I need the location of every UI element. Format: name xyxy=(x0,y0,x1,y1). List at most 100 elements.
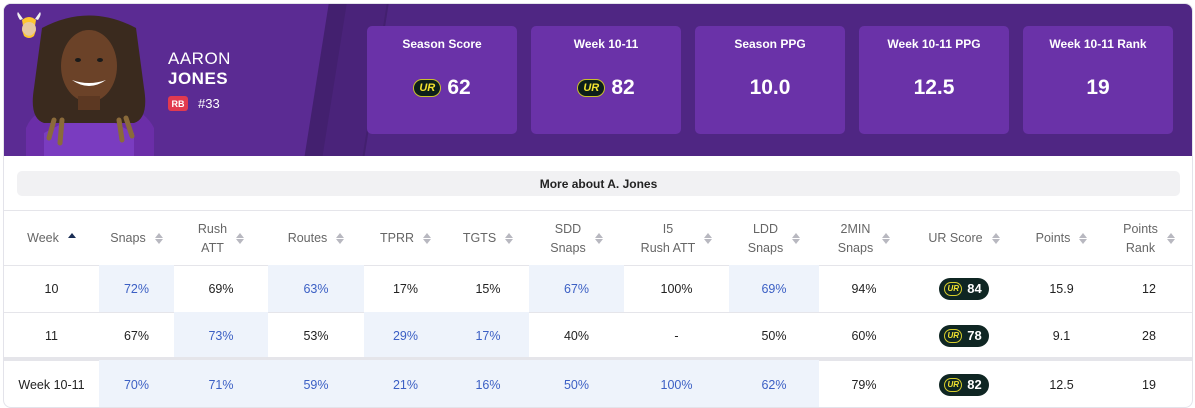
section-divider xyxy=(4,210,1192,211)
ur-score-value: 78 xyxy=(967,328,982,343)
table-cell: 100% xyxy=(660,281,693,296)
column-header[interactable]: LDD Snaps xyxy=(729,212,819,265)
column-header-label: Snaps xyxy=(110,231,146,245)
sort-icon[interactable] xyxy=(594,233,603,244)
column-header[interactable]: Week xyxy=(4,212,99,265)
table-summary-row: Week 10-11 70% 71% 59% 21% 16% 50% 100% 62% 79% UR… xyxy=(4,360,1192,407)
sort-icon[interactable] xyxy=(882,233,891,244)
table-cell: - xyxy=(674,328,679,343)
table-cell: 10 xyxy=(44,281,59,296)
table-cell: 17% xyxy=(447,312,529,359)
table-cell: 59% xyxy=(268,360,364,407)
sort-icon[interactable] xyxy=(67,233,76,244)
table-cell: 60% xyxy=(851,328,877,343)
sort-icon[interactable] xyxy=(1079,233,1088,244)
column-header[interactable]: 2MIN Snaps xyxy=(819,212,909,265)
column-header-label: Snaps xyxy=(747,240,784,255)
column-header[interactable]: Points xyxy=(1019,212,1104,265)
player-header: AARON JONES RB #33 Season Score UR 62 We… xyxy=(4,4,1192,156)
sort-icon[interactable] xyxy=(1166,233,1175,244)
table-cell: 16% xyxy=(447,360,529,407)
stat-label: Season PPG xyxy=(734,37,806,51)
column-header-label: I5 xyxy=(662,221,674,236)
table-cell: 50% xyxy=(529,360,624,407)
column-header-label: Week xyxy=(27,231,59,245)
position-badge: RB xyxy=(168,96,188,111)
table-cell: 11 xyxy=(45,328,58,343)
stat-label: Week 10-11 PPG xyxy=(887,37,981,51)
ur-score-value: 82 xyxy=(967,377,982,392)
stat-week-ppg: Week 10-11 PPG 12.5 xyxy=(859,26,1009,134)
ur-logo-icon: UR xyxy=(413,79,442,97)
column-header-label: UR Score xyxy=(928,231,983,245)
ur-score-badge: UR 84 xyxy=(939,277,989,300)
table-cell: 69% xyxy=(729,265,819,312)
column-header[interactable]: SDD Snaps xyxy=(529,212,624,265)
vikings-logo-icon xyxy=(17,12,41,38)
column-header[interactable]: Points Rank xyxy=(1104,212,1192,265)
stat-value: 10.0 xyxy=(749,76,791,99)
stat-label: Week 10-11 Rank xyxy=(1049,37,1147,51)
sort-icon[interactable] xyxy=(236,233,245,244)
sort-icon[interactable] xyxy=(154,233,163,244)
table-cell: 67% xyxy=(123,328,150,343)
sort-icon[interactable] xyxy=(792,233,801,244)
column-header[interactable]: Routes xyxy=(268,212,364,265)
table-cell: 21% xyxy=(364,360,447,407)
column-header[interactable]: TGTS xyxy=(447,212,529,265)
column-header[interactable]: UR Score xyxy=(909,212,1019,265)
table-cell: 69% xyxy=(208,281,234,296)
sort-icon[interactable] xyxy=(336,233,345,244)
table-cell: 100% xyxy=(624,360,729,407)
stat-season-ppg: Season PPG 10.0 xyxy=(695,26,845,134)
table-cell: 9.1 xyxy=(1052,328,1071,343)
table-cell: 12 xyxy=(1142,281,1156,296)
more-about-button[interactable]: More about A. Jones xyxy=(17,171,1180,196)
column-header-label: Rank xyxy=(1125,240,1156,255)
table-cell: 50% xyxy=(761,328,787,343)
table-cell: 15.9 xyxy=(1049,281,1074,296)
table-header-row: Week Snaps Rush ATT Routes TPRR TGTS SDD Snaps I5… xyxy=(4,212,1192,265)
column-header-label: Points xyxy=(1123,221,1158,236)
column-header[interactable]: I5 Rush ATT xyxy=(624,212,729,265)
column-header-label: SDD xyxy=(554,221,582,236)
column-header-label: Routes xyxy=(287,231,328,245)
ur-score-cell: UR 82 xyxy=(909,360,1019,407)
table-row: 10 72% 69% 63% 17% 15% 67% 100% 69% 94% UR 84 15.9 12 xyxy=(4,265,1192,312)
column-header-label: Snaps xyxy=(550,240,586,255)
column-header-label: LDD xyxy=(752,221,778,236)
table-cell: 53% xyxy=(303,328,329,343)
stat-label: Week 10-11 xyxy=(573,37,639,51)
table-cell: 62% xyxy=(729,360,819,407)
sort-icon[interactable] xyxy=(991,233,1000,244)
table-cell: 67% xyxy=(529,265,624,312)
row-divider xyxy=(4,357,1192,361)
ur-logo-icon: UR xyxy=(577,79,606,97)
column-header-label: 2MIN xyxy=(840,221,871,236)
sort-icon[interactable] xyxy=(704,233,713,244)
stat-value: 82 xyxy=(611,76,635,99)
column-header-label: Rush ATT xyxy=(640,240,696,255)
ur-logo-icon: UR xyxy=(944,377,963,392)
table-cell: 19 xyxy=(1142,377,1156,392)
column-header[interactable]: TPRR xyxy=(364,212,447,265)
ur-score-cell: UR 84 xyxy=(909,265,1019,312)
table-cell: 15% xyxy=(475,281,501,296)
ur-score-badge: UR 78 xyxy=(939,324,989,347)
table-cell: 94% xyxy=(851,281,877,296)
player-first-name: AARON xyxy=(168,49,231,68)
column-header[interactable]: Snaps xyxy=(99,212,174,265)
sort-icon[interactable] xyxy=(505,233,514,244)
table-cell: 40% xyxy=(563,328,590,343)
stat-label: Season Score xyxy=(402,37,482,51)
table-cell: 63% xyxy=(268,265,364,312)
stat-value: 62 xyxy=(447,76,471,99)
stat-value: 19 xyxy=(1086,76,1110,99)
stat-week-rank: Week 10-11 Rank 19 xyxy=(1023,26,1173,134)
column-header[interactable]: Rush ATT xyxy=(174,212,268,265)
column-header-label: Points xyxy=(1035,231,1071,245)
table-cell: 17% xyxy=(392,281,419,296)
table-cell: 72% xyxy=(99,265,174,312)
table-cell: 73% xyxy=(174,312,268,359)
sort-icon[interactable] xyxy=(423,233,432,244)
